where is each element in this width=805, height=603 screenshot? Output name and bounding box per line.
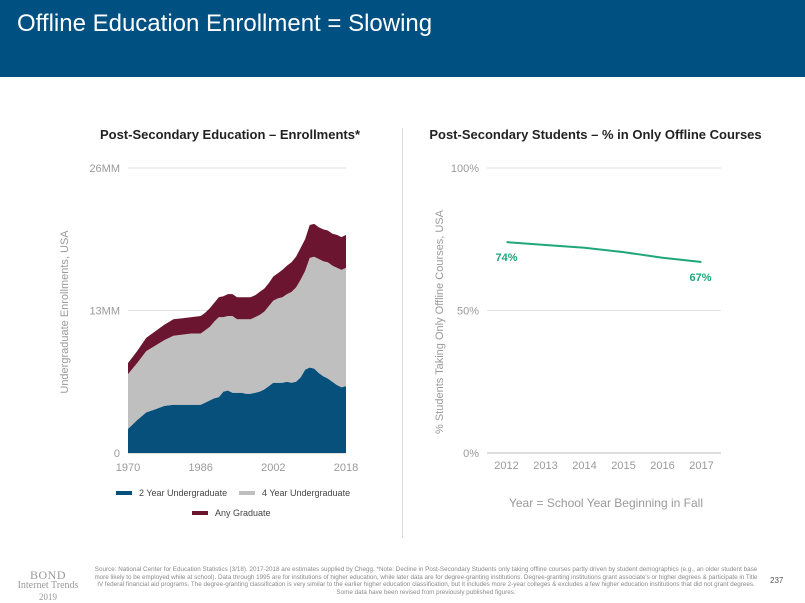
area-series-1 <box>128 256 346 429</box>
right-y-tick-label: 50% <box>457 306 479 318</box>
right-x-tick-label: 2012 <box>494 460 518 472</box>
footer-logo-year: 2019 <box>39 592 57 602</box>
right-x-tick-label: 2017 <box>689 460 713 472</box>
title-banner: Offline Education Enrollment = Slowing <box>0 0 805 77</box>
left-y-axis-label: Undergraduate Enrollments, USA <box>59 230 71 394</box>
legend-label-0: 2 Year Undergraduate <box>139 488 227 498</box>
page-title: Offline Education Enrollment = Slowing <box>17 10 433 37</box>
right-chart-title: Post-Secondary Students – % in Only Offl… <box>429 127 762 142</box>
right-x-tick-label: 2013 <box>533 460 557 472</box>
left-x-tick-label: 1970 <box>116 462 140 474</box>
left-y-tick-label: 0 <box>114 448 120 460</box>
right-x-axis-label: Year = School Year Beginning in Fall <box>509 496 703 510</box>
left-y-tick-label: 13MM <box>89 306 120 318</box>
area-series-0 <box>128 367 346 453</box>
right-y-tick-label: 100% <box>451 163 479 175</box>
footer-logo-subtitle: Internet Trends <box>17 580 79 591</box>
area-series-2 <box>128 223 346 375</box>
chart-divider <box>402 128 403 538</box>
line-series-0 <box>506 241 702 263</box>
data-label-0: 74% <box>496 252 518 264</box>
left-x-tick-label: 2018 <box>334 462 358 474</box>
data-label-1: 67% <box>689 272 711 284</box>
left-x-tick-label: 1986 <box>188 462 212 474</box>
legend-label-1: 4 Year Undergraduate <box>262 488 350 498</box>
left-y-tick-label: 26MM <box>89 163 120 175</box>
right-x-tick-label: 2016 <box>650 460 674 472</box>
left-chart-title: Post-Secondary Education – Enrollments* <box>99 127 361 142</box>
right-x-tick-label: 2014 <box>572 460 596 472</box>
right-x-tick-label: 2015 <box>611 460 635 472</box>
left-x-tick-label: 2002 <box>261 462 285 474</box>
footer-source-note: Source: National Center for Education St… <box>94 566 758 596</box>
page-number: 237 <box>770 576 784 585</box>
right-y-tick-label: 0% <box>463 448 479 460</box>
footer-logo-brand: BOND <box>29 568 66 582</box>
legend-label-2: Any Graduate <box>215 508 271 518</box>
right-y-axis-label: % Students Taking Only Offline Courses, … <box>434 209 446 434</box>
